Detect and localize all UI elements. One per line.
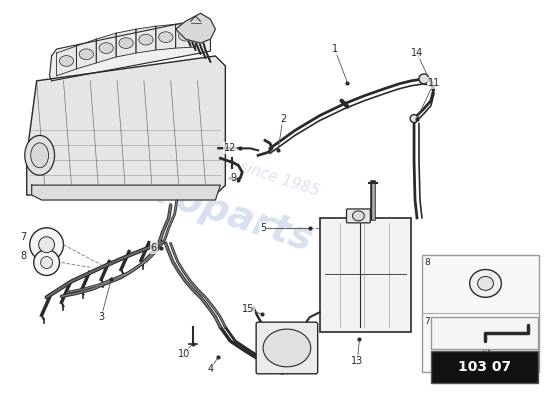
Ellipse shape (470, 270, 502, 297)
Text: 10: 10 (178, 349, 190, 359)
Text: 6: 6 (151, 243, 157, 253)
Ellipse shape (263, 329, 311, 367)
Text: 5: 5 (260, 223, 266, 233)
Ellipse shape (477, 276, 493, 290)
Ellipse shape (139, 34, 153, 45)
Polygon shape (32, 185, 221, 200)
FancyBboxPatch shape (431, 317, 538, 349)
FancyBboxPatch shape (346, 209, 370, 223)
Text: 4: 4 (207, 364, 213, 374)
Polygon shape (116, 29, 136, 57)
Text: europarts: europarts (101, 157, 317, 259)
Polygon shape (175, 13, 216, 43)
Text: 8: 8 (424, 258, 430, 267)
Ellipse shape (99, 43, 113, 54)
Text: 103 07: 103 07 (458, 360, 511, 374)
Ellipse shape (119, 38, 133, 48)
Ellipse shape (79, 49, 94, 60)
Polygon shape (57, 46, 76, 76)
Text: 3: 3 (98, 312, 104, 322)
Text: 12: 12 (224, 143, 236, 153)
Ellipse shape (59, 56, 74, 66)
FancyBboxPatch shape (320, 218, 411, 332)
Text: 2: 2 (280, 114, 286, 124)
Text: 1: 1 (332, 44, 338, 54)
Text: 15: 15 (242, 304, 254, 314)
Text: 8: 8 (21, 251, 27, 261)
Text: 9: 9 (230, 173, 236, 183)
Polygon shape (136, 26, 156, 53)
Ellipse shape (34, 250, 59, 276)
Ellipse shape (25, 136, 54, 175)
FancyBboxPatch shape (256, 322, 318, 374)
FancyBboxPatch shape (431, 351, 538, 383)
Ellipse shape (410, 114, 418, 122)
FancyBboxPatch shape (422, 255, 539, 372)
Ellipse shape (477, 321, 493, 337)
Ellipse shape (41, 257, 53, 268)
Text: 11: 11 (428, 78, 440, 88)
Polygon shape (50, 19, 211, 81)
Polygon shape (156, 24, 175, 50)
Ellipse shape (158, 32, 173, 42)
Polygon shape (96, 33, 116, 63)
Polygon shape (27, 56, 225, 195)
Text: 14: 14 (411, 48, 423, 58)
Ellipse shape (39, 237, 54, 253)
Ellipse shape (353, 211, 364, 221)
Polygon shape (175, 23, 196, 48)
Ellipse shape (30, 228, 63, 262)
Text: 13: 13 (351, 356, 364, 366)
Ellipse shape (178, 30, 193, 41)
Polygon shape (76, 39, 96, 69)
Text: 7: 7 (424, 317, 430, 326)
Text: 7: 7 (21, 232, 27, 242)
Ellipse shape (419, 74, 429, 84)
Text: a premier parts since 1985: a premier parts since 1985 (120, 121, 321, 199)
Ellipse shape (31, 143, 48, 168)
